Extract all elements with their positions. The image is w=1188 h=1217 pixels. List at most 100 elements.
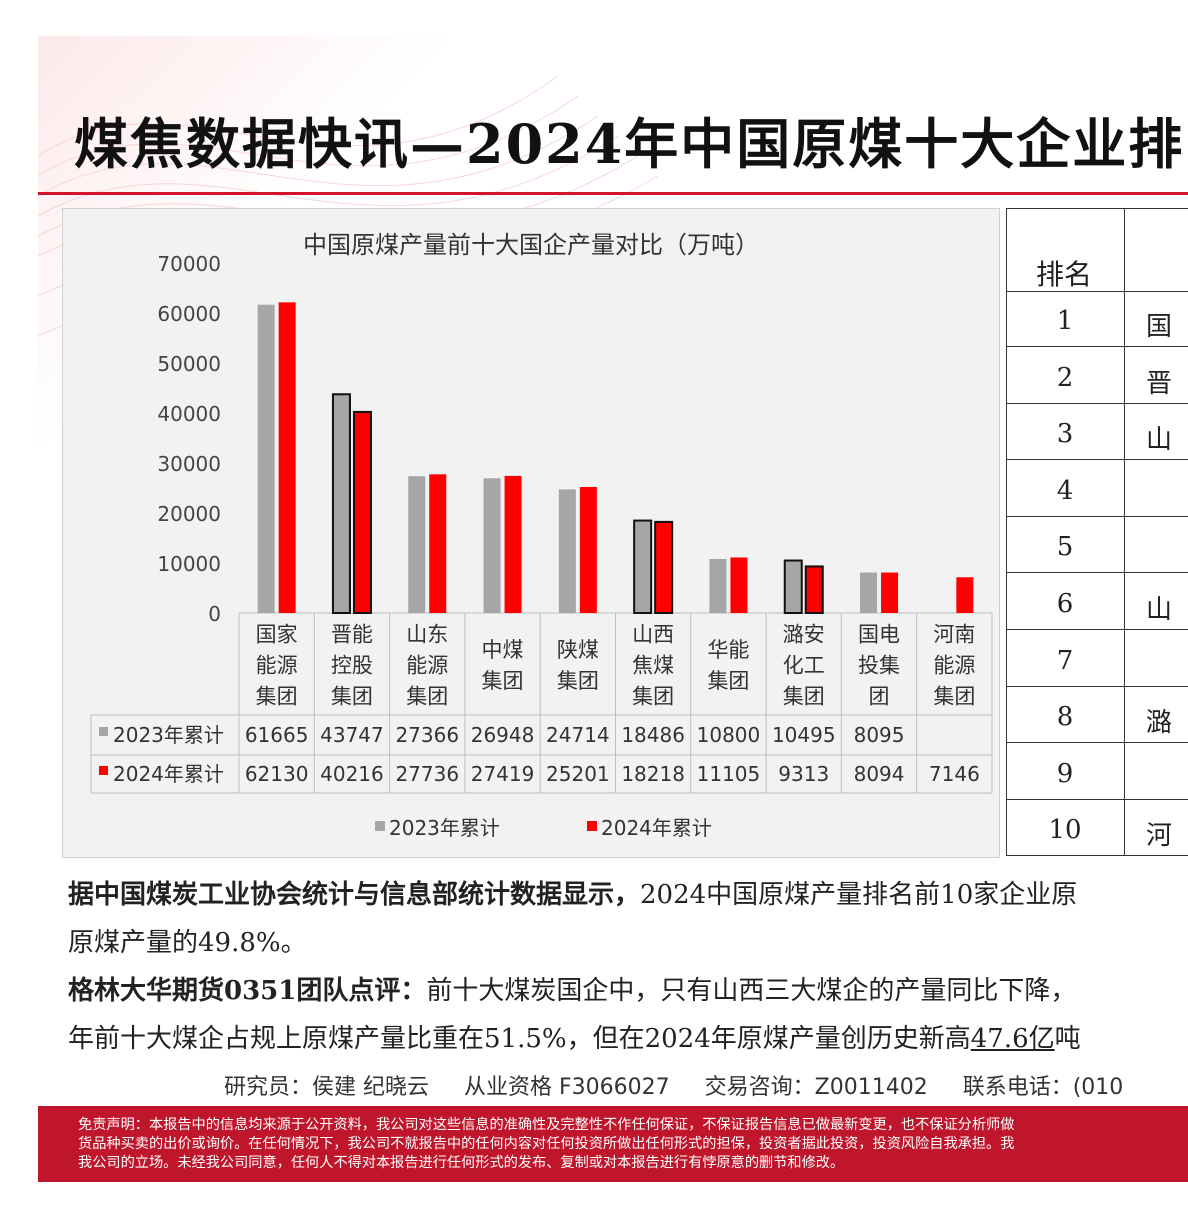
researchers: 研究员：侯建 纪晓云 [224, 1075, 429, 1100]
y-tick-label: 10000 [157, 552, 221, 576]
ranking-rank: 5 [1056, 532, 1074, 563]
bar-2023 [633, 519, 653, 615]
summary-line-2: 原煤产量的49.8%。 [68, 928, 307, 958]
category-label: 能源 [933, 654, 975, 678]
series-marker [99, 727, 108, 736]
y-tick-label: 30000 [157, 452, 221, 476]
disclaimer-banner: 免责声明：本报告中的信息均来源于公开资料，我公司对这些信息的准确性及完整性不作任… [38, 1106, 1188, 1182]
category-label: 焦煤 [632, 654, 674, 678]
bar-2023 [709, 559, 727, 613]
title-divider [38, 192, 1188, 195]
legend-label: 2023年累计 [389, 816, 500, 840]
bar-2024 [654, 520, 674, 614]
category-label: 潞安 [783, 623, 825, 647]
comment-label: 格林大华期货0351团队点评： [68, 976, 427, 1006]
y-tick-label: 20000 [157, 502, 221, 526]
data-label: 8095 [854, 723, 905, 747]
bar-2023 [783, 559, 803, 614]
legend-swatch [587, 821, 597, 831]
bar-2024 [881, 572, 899, 613]
series-row-label: 2023年累计 [113, 723, 224, 747]
ranking-company: 晋 [1146, 368, 1173, 399]
data-label: 18486 [621, 723, 685, 747]
y-tick-label: 70000 [157, 252, 221, 276]
category-label: 陕煤 [557, 638, 599, 662]
ranking-rank: 1 [1056, 306, 1074, 336]
data-label: 9313 [778, 762, 829, 786]
category-label: 河南 [933, 623, 975, 647]
ranking-row: 10 河 [1006, 799, 1188, 857]
bar-2024 [352, 410, 372, 614]
y-tick-label: 60000 [157, 302, 221, 326]
comment-line-2: 年前十大煤企占规上原煤产量比重在51.5%，但在2024年原煤产量创历史新高47… [68, 1018, 1081, 1055]
ranking-company: 国 [1146, 312, 1173, 342]
ranking-company: 河 [1146, 821, 1173, 852]
phone-number: 联系电话：(010 [962, 1075, 1124, 1100]
ranking-rank: 6 [1056, 589, 1074, 619]
report-page: 煤焦数据快讯—2024年中国原煤十大企业排 中国原煤产量前十大国企产量对比（万吨… [38, 36, 1188, 1217]
contact-bar: 研究员：侯建 纪晓云 从业资格 F3066027 交易咨询：Z0011402 联… [224, 1069, 1151, 1101]
ranking-header: 排名 [1006, 208, 1188, 292]
record-output-value: 47.6亿 [970, 1024, 1055, 1054]
ranking-rank: 9 [1056, 758, 1074, 789]
bar-2024 [429, 474, 447, 613]
category-label: 集团 [632, 685, 674, 709]
category-label: 中煤 [482, 638, 524, 662]
category-label: 控股 [331, 654, 373, 678]
ranking-company: 山 [1146, 595, 1173, 625]
bar-2023 [257, 304, 275, 613]
ranking-rank: 4 [1056, 475, 1074, 506]
bar-2024 [278, 302, 296, 613]
data-label: 62130 [245, 762, 309, 786]
ranking-company: 潞 [1146, 708, 1173, 739]
y-tick-label: 50000 [157, 352, 221, 376]
bar-2023 [558, 489, 576, 613]
bar-2023 [483, 478, 501, 613]
comment-line-2-a: 年前十大煤企占规上原煤产量比重在51.5%，但在2024年原煤产量创历史新高 [68, 1024, 971, 1054]
category-label: 集团 [482, 669, 524, 693]
category-label: 能源 [406, 654, 448, 678]
advisory-number: 交易咨询：Z0011402 [704, 1075, 928, 1100]
category-label: 晋能 [331, 623, 373, 647]
category-label: 山东 [406, 623, 448, 647]
bar-2024 [804, 565, 824, 614]
bar-chart-panel: 中国原煤产量前十大国企产量对比（万吨） 0 10000 20000 30000 40000… [62, 208, 1000, 858]
category-label: 山西 [632, 623, 674, 647]
bar-2023 [331, 393, 351, 614]
series-row-label: 2024年累计 [113, 762, 224, 786]
comment-line-1: 格林大华期货0351团队点评：前十大煤炭国企中，只有山西三大煤企的产量同比下降， [68, 970, 1076, 1007]
category-label: 投集 [858, 654, 900, 678]
category-label: 国家 [256, 623, 298, 647]
data-label: 26948 [471, 723, 535, 747]
category-label: 集团 [256, 685, 298, 709]
data-label: 24714 [546, 723, 610, 747]
category-label: 国电 [858, 623, 900, 647]
ranking-row: 9 [1006, 743, 1188, 800]
bar-2023 [408, 476, 426, 613]
ranking-company: 山 [1146, 425, 1173, 456]
category-label: 集团 [557, 669, 599, 693]
data-label: 43747 [320, 723, 384, 747]
ranking-column-divider [1124, 208, 1125, 856]
disclaimer-line-2: 货品种买卖的出价或询价。在任何情况下，我公司不就报告中的任何内容对任何投资所做出… [78, 1136, 1015, 1152]
disclaimer-line-3: 我公司的立场。未经我公司同意，任何人不得对本报告进行任何形式的发布、复制或对本报… [78, 1155, 845, 1171]
summary-line-1-rest: 2024中国原煤产量排名前10家企业原 [640, 880, 1078, 910]
ranking-table: 排名 1 国 2 晋 3 山 4 5 6 山 7 8 潞 9 10 河 [1006, 208, 1188, 857]
ranking-row: 7 [1006, 630, 1188, 687]
data-label: 27419 [471, 762, 535, 786]
y-tick-label: 40000 [157, 402, 221, 426]
comment-text: 前十大煤炭国企中，只有山西三大煤企的产量同比下降， [426, 976, 1077, 1006]
series-marker [99, 766, 108, 775]
data-label: 10495 [772, 723, 836, 747]
ranking-left-border [1006, 208, 1007, 856]
data-label: 40216 [320, 762, 384, 786]
license-number: 从业资格 F3066027 [464, 1075, 670, 1100]
bar-2024 [956, 577, 974, 613]
data-label: 11105 [697, 762, 761, 786]
data-label: 27366 [395, 723, 459, 747]
legend-label: 2024年累计 [601, 816, 712, 840]
category-label: 集团 [783, 685, 825, 709]
disclaimer-line-1: 免责声明：本报告中的信息均来源于公开资料，我公司对这些信息的准确性及完整性不作任… [78, 1117, 1015, 1133]
